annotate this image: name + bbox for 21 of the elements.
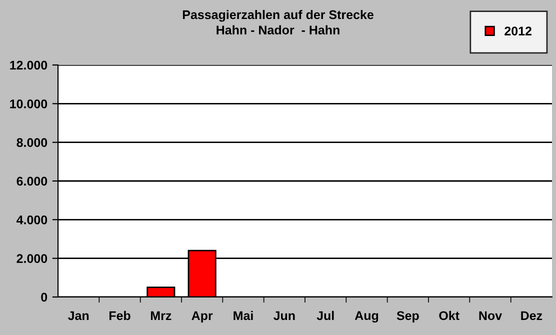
y-tick-label: 2.000 (16, 254, 48, 263)
y-tick-label: 12.000 (10, 60, 48, 70)
x-tick-label: Aug (354, 311, 378, 323)
x-tick-label: Mrz (150, 311, 172, 320)
y-tick-label: 0 (41, 292, 48, 302)
x-tick-label: Jun (273, 311, 295, 320)
x-tick-label: Apr (192, 311, 213, 323)
x-tick-label: Mai (234, 310, 253, 320)
legend-label: 2012 (504, 26, 532, 36)
chart-title: Passagierzahlen auf der Strecke Hahn - Nador - Hahn (182, 10, 374, 34)
x-tick-label: Jul (316, 310, 334, 320)
x-tick-label: Dez (521, 311, 542, 320)
x-tick-label: Sep (396, 311, 419, 323)
x-tick-label: Feb (109, 310, 130, 320)
y-tick-label: 4.000 (16, 215, 48, 224)
y-tick-label: 8.000 (16, 138, 48, 147)
x-tick-label: Jan (68, 311, 89, 320)
y-tick-label: 10.000 (10, 99, 48, 108)
x-tick-label: Okt (439, 310, 460, 320)
y-tick-label: 6.000 (16, 176, 48, 186)
x-tick-label: Nov (479, 311, 502, 320)
